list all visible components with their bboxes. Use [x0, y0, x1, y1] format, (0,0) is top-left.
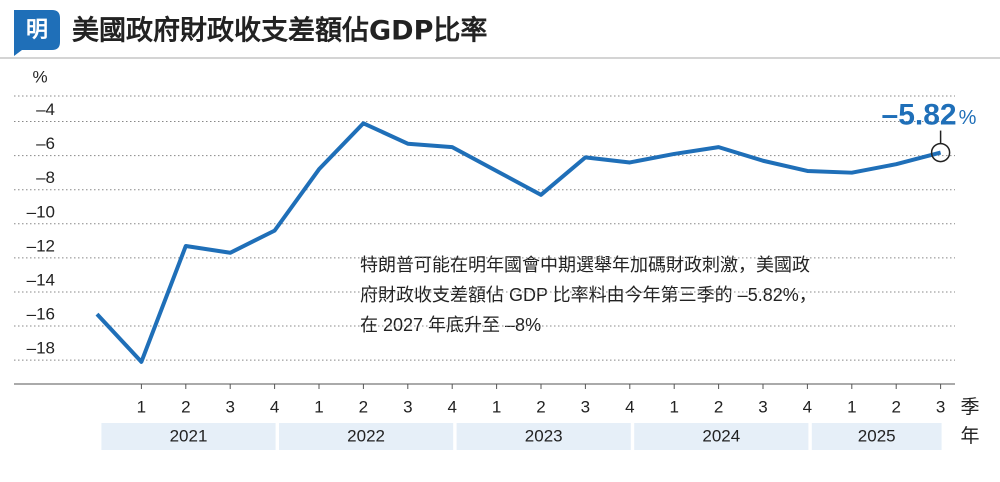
annotation: 特朗普可能在明年國會中期選舉年加碼財政刺激，美國政 府財政收支差額佔 GDP 比… [360, 255, 817, 335]
x-tick-label: 2 [714, 397, 723, 416]
y-tick-label: –14 [27, 270, 55, 289]
year-band [456, 423, 631, 450]
y-tick-label: –12 [27, 236, 55, 255]
y-tick-label: –6 [36, 134, 55, 153]
x-tick-label: 1 [314, 397, 323, 416]
year-band [811, 423, 942, 450]
y-tick-label: –10 [27, 202, 55, 221]
year-label: 2024 [702, 426, 740, 445]
x-tick-label: 2 [181, 397, 190, 416]
year-band [101, 423, 276, 450]
value-label: –5.82 [882, 98, 957, 131]
y-unit: % [32, 67, 47, 86]
year-label: 2022 [347, 426, 385, 445]
annotation-line: 特朗普可能在明年國會中期選舉年加碼財政刺激，美國政 [360, 255, 810, 275]
x-tick-label: 3 [936, 397, 945, 416]
x-tick-label: 1 [137, 397, 146, 416]
year-band [279, 423, 454, 450]
x-tick-label: 4 [270, 397, 279, 416]
annotation-line: 在 2027 年底升至 –8% [360, 315, 541, 335]
chart-title: 美國政府財政收支差額佔GDP比率 [72, 15, 487, 47]
x-unit-year: 年 [960, 425, 979, 447]
y-tick-label: –8 [36, 168, 55, 187]
x-tick-label: 3 [581, 397, 590, 416]
x-tick-label: 1 [847, 397, 856, 416]
x-tick-label: 4 [803, 397, 812, 416]
x-tick-label: 4 [447, 397, 456, 416]
x-tick-label: 3 [758, 397, 767, 416]
year-label: 2021 [170, 426, 208, 445]
x-tick-label: 4 [625, 397, 634, 416]
data-line [95, 121, 942, 364]
x-tick-label: 1 [492, 397, 501, 416]
x-tick-label: 2 [891, 397, 900, 416]
x-tick-label: 1 [669, 397, 678, 416]
x-tick-label: 2 [359, 397, 368, 416]
x-tick-label: 2 [536, 397, 545, 416]
annotation-line: 府財政收支差額佔 GDP 比率料由今年第三季的 –5.82%， [360, 285, 817, 305]
x-tick-label: 3 [225, 397, 234, 416]
value-label-unit: % [959, 107, 977, 129]
year-band [634, 423, 809, 450]
year-label: 2023 [525, 426, 563, 445]
y-tick-label: –18 [27, 339, 55, 358]
x-tick-label: 3 [403, 397, 412, 416]
logo [14, 10, 60, 56]
y-tick-label: –4 [36, 100, 55, 119]
x-unit-quarter: 季 [960, 396, 979, 418]
y-tick-label: –16 [27, 305, 55, 324]
year-label: 2025 [858, 426, 896, 445]
logo-text: 明 [26, 18, 48, 43]
